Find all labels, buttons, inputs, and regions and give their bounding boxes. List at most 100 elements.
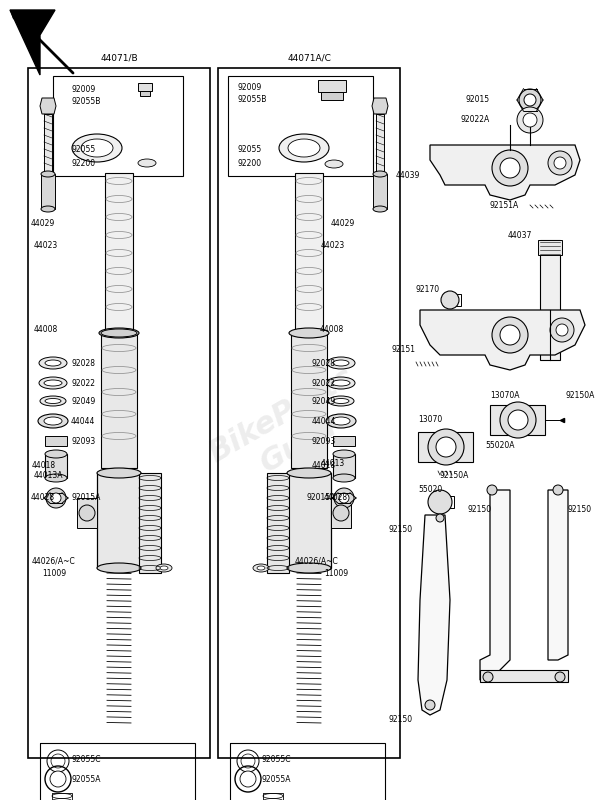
Circle shape: [553, 485, 563, 495]
Circle shape: [500, 158, 520, 178]
Ellipse shape: [156, 564, 172, 572]
Text: 13070: 13070: [418, 415, 442, 425]
Bar: [333, 454, 355, 478]
Circle shape: [548, 151, 572, 175]
Circle shape: [500, 325, 520, 345]
Text: 92055B: 92055B: [72, 97, 101, 106]
Text: 92009: 92009: [72, 85, 96, 94]
Bar: [291, 333, 327, 468]
Text: 92151A: 92151A: [490, 201, 519, 210]
Polygon shape: [548, 490, 568, 660]
Circle shape: [555, 672, 565, 682]
Circle shape: [524, 94, 536, 106]
Ellipse shape: [289, 328, 329, 338]
Text: 92150A: 92150A: [440, 470, 469, 479]
Circle shape: [483, 672, 493, 682]
Bar: [53, 76, 183, 176]
Bar: [267, 473, 289, 573]
Bar: [105, 173, 133, 333]
Text: 44023: 44023: [34, 242, 58, 250]
Text: 92055: 92055: [72, 146, 96, 154]
Ellipse shape: [40, 396, 66, 406]
Bar: [376, 114, 384, 174]
Bar: [52, 793, 72, 800]
Ellipse shape: [41, 171, 55, 177]
Text: 13070A: 13070A: [490, 390, 520, 399]
Circle shape: [425, 700, 435, 710]
Ellipse shape: [333, 398, 349, 403]
Bar: [373, 174, 387, 209]
Bar: [97, 473, 141, 568]
Polygon shape: [418, 515, 450, 715]
Polygon shape: [372, 98, 388, 114]
Polygon shape: [40, 98, 56, 114]
Text: 44071A/C: 44071A/C: [287, 54, 331, 62]
Ellipse shape: [45, 474, 67, 482]
Ellipse shape: [333, 360, 349, 366]
Circle shape: [441, 291, 459, 309]
Ellipse shape: [72, 134, 122, 162]
Bar: [490, 405, 545, 435]
Bar: [480, 670, 568, 682]
Bar: [538, 240, 562, 255]
Text: 44026/A~C: 44026/A~C: [32, 557, 76, 566]
Text: 44037: 44037: [508, 230, 532, 239]
Text: 44023: 44023: [321, 242, 345, 250]
Text: 92150: 92150: [389, 526, 413, 534]
Ellipse shape: [39, 377, 67, 389]
Circle shape: [554, 157, 566, 169]
Bar: [138, 83, 152, 91]
Text: 44028: 44028: [324, 494, 348, 502]
Text: 44026/A~C: 44026/A~C: [294, 557, 338, 566]
Text: 92200: 92200: [72, 158, 96, 167]
Circle shape: [240, 771, 256, 787]
Ellipse shape: [333, 450, 355, 458]
Text: 92015A: 92015A: [71, 494, 100, 502]
Circle shape: [508, 410, 528, 430]
Ellipse shape: [327, 357, 355, 369]
Bar: [140, 91, 150, 96]
Text: 11009: 11009: [42, 569, 66, 578]
Polygon shape: [10, 10, 55, 75]
Circle shape: [500, 402, 536, 438]
Text: 44028: 44028: [31, 494, 55, 502]
Text: 92150: 92150: [468, 506, 492, 514]
Text: 92028: 92028: [71, 358, 95, 367]
Bar: [418, 432, 473, 462]
Bar: [333, 436, 355, 446]
Circle shape: [492, 150, 528, 186]
Circle shape: [428, 490, 452, 514]
Text: 92170: 92170: [415, 286, 439, 294]
Bar: [40, 743, 195, 800]
Text: 92049: 92049: [71, 397, 95, 406]
Text: 92055B: 92055B: [238, 95, 268, 105]
Text: 11009: 11009: [324, 569, 348, 578]
Text: 44013: 44013: [321, 458, 345, 467]
Ellipse shape: [39, 357, 67, 369]
Polygon shape: [331, 498, 351, 528]
Text: 92055C: 92055C: [72, 754, 101, 763]
Text: 92028: 92028: [312, 358, 336, 367]
Ellipse shape: [45, 360, 61, 366]
Text: 44008: 44008: [34, 326, 58, 334]
Text: 44029: 44029: [31, 218, 55, 227]
Ellipse shape: [287, 468, 331, 478]
Bar: [540, 240, 560, 360]
Ellipse shape: [253, 564, 269, 572]
Text: 92200: 92200: [238, 159, 262, 169]
Ellipse shape: [138, 159, 156, 167]
Text: 44013A: 44013A: [34, 471, 64, 481]
Ellipse shape: [97, 563, 141, 573]
Text: 44008: 44008: [320, 326, 344, 334]
Text: 55020: 55020: [418, 486, 442, 494]
Text: 44044: 44044: [71, 417, 95, 426]
Ellipse shape: [328, 396, 354, 406]
Ellipse shape: [332, 380, 350, 386]
Text: 92093: 92093: [71, 437, 95, 446]
Ellipse shape: [99, 328, 139, 338]
Text: 92049: 92049: [312, 397, 336, 406]
Ellipse shape: [45, 450, 67, 458]
Ellipse shape: [44, 380, 62, 386]
Text: 92150: 92150: [568, 506, 592, 514]
Bar: [44, 114, 52, 174]
